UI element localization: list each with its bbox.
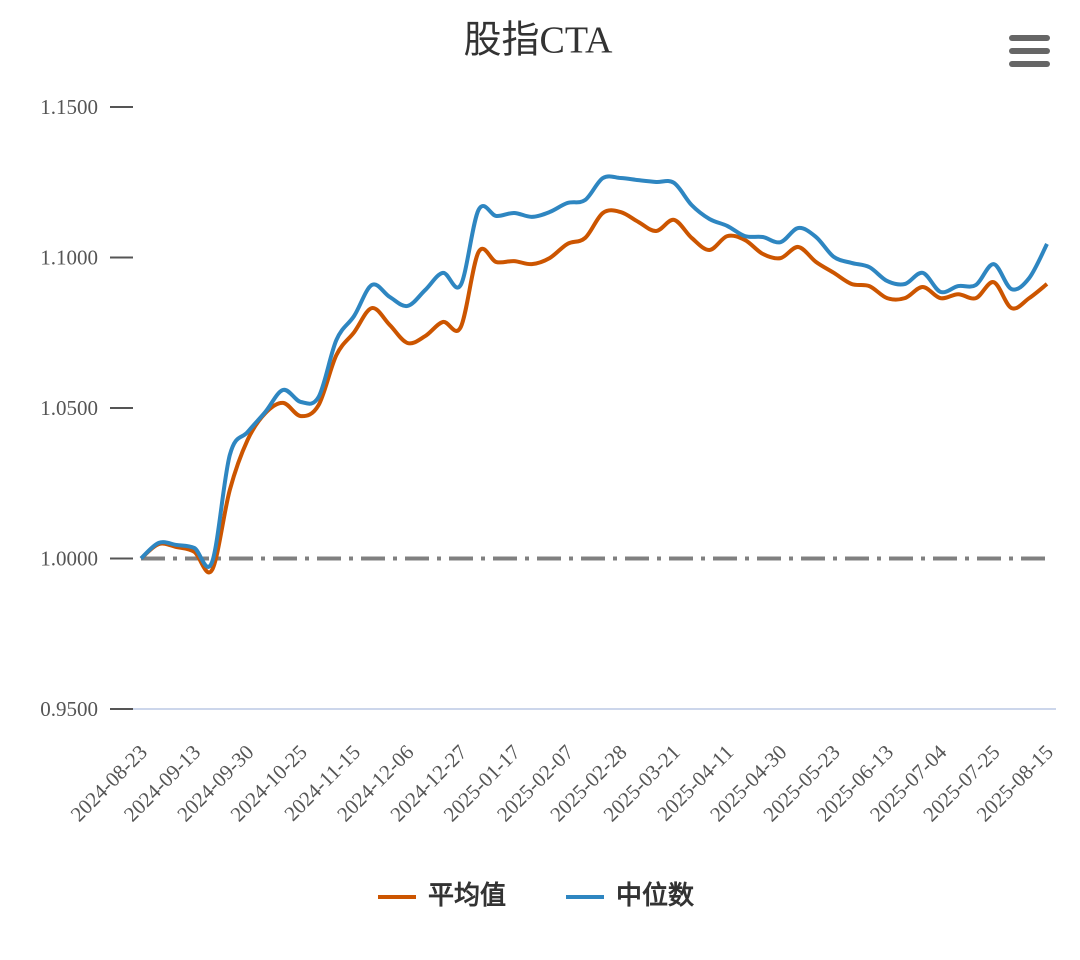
series-line [139, 174, 1049, 569]
y-tick-label: 1.1500 [40, 95, 98, 119]
y-tick-label: 1.0000 [40, 546, 98, 570]
legend-item[interactable]: 中位数 [566, 880, 695, 910]
y-tick-label: 1.0500 [40, 396, 98, 420]
y-tick-label: 1.1000 [40, 245, 98, 269]
y-tick-label: 0.9500 [40, 697, 98, 721]
menu-bar[interactable] [1009, 35, 1050, 41]
menu-button[interactable] [1009, 35, 1050, 67]
legend-item[interactable]: 平均值 [378, 881, 506, 910]
series-line [139, 208, 1049, 575]
menu-bar[interactable] [1009, 61, 1050, 67]
menu-bar[interactable] [1009, 48, 1050, 54]
legend-label: 平均值 [428, 881, 506, 910]
legend-label: 中位数 [616, 880, 695, 910]
chart-title: 股指CTA [464, 20, 614, 62]
